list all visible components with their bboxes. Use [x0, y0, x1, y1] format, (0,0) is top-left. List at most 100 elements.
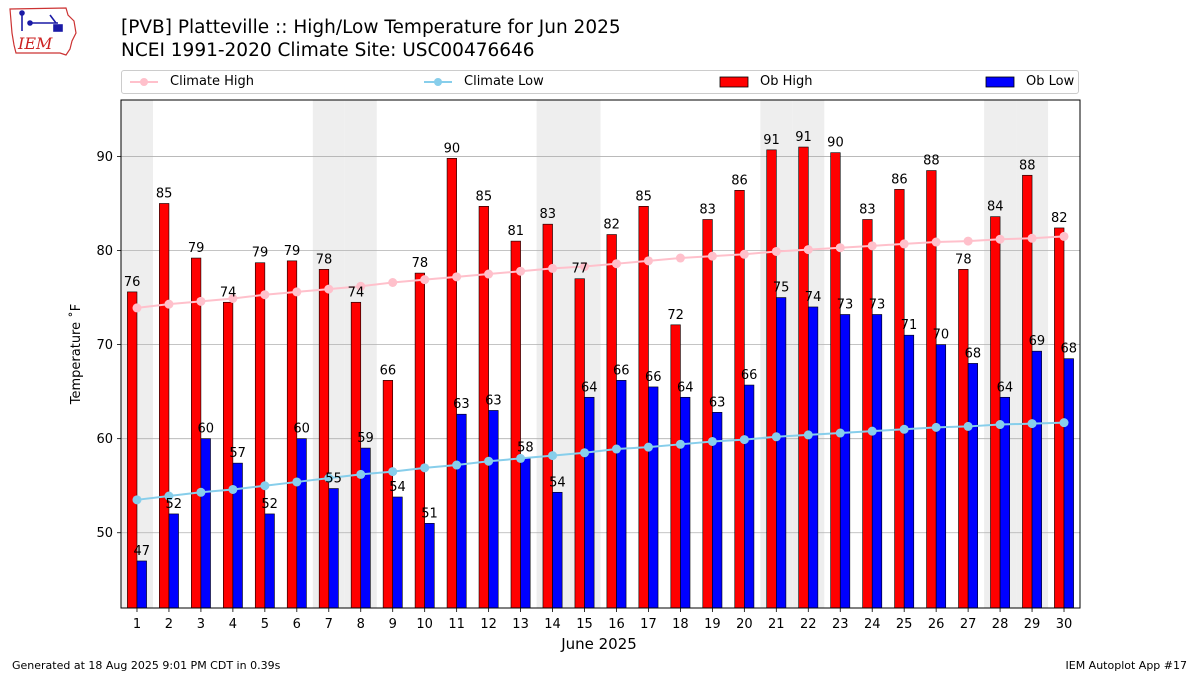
logo-text: IEM: [17, 34, 53, 53]
label-ob-low-2: 52: [165, 497, 182, 512]
y-tick-label-90: 90: [96, 150, 113, 165]
legend-swatch-ob-high-icon: [719, 76, 749, 88]
point-climate-low-5: [260, 481, 270, 491]
axes: 1 2 3 4 5 6 7 8 9 10 11 12 13 14 15 16 17 18 19 20 21 22 23 24 2…: [96, 150, 1072, 632]
label-ob-high-21: 91: [763, 133, 780, 148]
label-ob-low-20: 66: [741, 368, 758, 383]
x-tick-label-12: 12: [480, 617, 497, 632]
bar-value-labels: 76 47 85 52 79 60 74 57 79 52 79 60 78 55 74 59 66 54 78 51…: [124, 130, 1077, 559]
label-ob-high-4: 74: [220, 285, 237, 300]
climate-lines: [132, 231, 1069, 505]
point-climate-high-7: [324, 284, 334, 294]
x-tick-label-21: 21: [768, 617, 785, 632]
bar-ob-low-22: [807, 306, 819, 609]
bar-ob-low-14: [552, 491, 563, 609]
bar-ob-high-5: [254, 262, 266, 609]
bar-ob-high-17: [638, 206, 649, 609]
iem-logo: IEM: [9, 7, 77, 56]
bar-ob-high-2: [159, 203, 170, 609]
label-ob-high-12: 85: [476, 189, 493, 204]
bar-ob-high-19: [702, 219, 713, 609]
bar-ob-low-15: [584, 396, 595, 609]
x-tick-label-28: 28: [992, 617, 1009, 632]
x-tick-label-6: 6: [293, 617, 301, 632]
point-climate-low-11: [452, 460, 462, 470]
label-ob-high-19: 83: [699, 202, 716, 217]
point-climate-low-18: [675, 439, 685, 449]
label-ob-high-9: 66: [380, 363, 397, 378]
x-tick-label-1: 1: [133, 617, 141, 632]
iowa-outline-icon: [9, 7, 77, 56]
bar-ob-low-16: [616, 380, 627, 609]
bar-ob-high-25: [894, 189, 905, 609]
point-climate-low-19: [707, 436, 717, 446]
label-ob-low-19: 63: [709, 395, 726, 410]
point-climate-low-21: [771, 432, 781, 442]
bar-ob-low-7: [328, 488, 339, 609]
point-climate-low-22: [803, 430, 813, 440]
bar-ob-high-21: [766, 149, 777, 609]
bar-ob-high-23: [830, 152, 841, 609]
point-climate-low-1: [132, 495, 142, 505]
bar-ob-low-3: [200, 438, 211, 609]
label-ob-low-9: 54: [389, 480, 406, 495]
bar-ob-high-24: [862, 219, 873, 609]
point-climate-low-29: [1027, 419, 1037, 429]
point-climate-low-15: [580, 448, 590, 458]
legend-label-climate-high: Climate High: [170, 74, 255, 89]
x-tick-label-7: 7: [325, 617, 333, 632]
label-ob-high-5: 79: [252, 246, 269, 261]
bar-ob-high-22: [798, 146, 809, 609]
x-tick-label-20: 20: [736, 617, 753, 632]
x-axis-label: June 2025: [560, 635, 637, 653]
label-ob-low-3: 60: [197, 422, 214, 437]
point-climate-low-12: [484, 456, 494, 466]
label-ob-low-22: 74: [805, 290, 822, 305]
x-tick-label-4: 4: [229, 617, 237, 632]
point-climate-low-6: [292, 477, 302, 487]
x-tick-label-25: 25: [896, 617, 913, 632]
bar-ob-low-11: [456, 413, 467, 609]
point-climate-low-27: [963, 421, 973, 431]
legend-line-climate-low-icon: [424, 78, 452, 86]
label-ob-low-26: 70: [933, 328, 950, 343]
x-tick-label-16: 16: [608, 617, 625, 632]
x-tick-label-23: 23: [832, 617, 849, 632]
bars: [127, 146, 1074, 609]
legend-label-ob-low: Ob Low: [1026, 74, 1075, 89]
x-tick-label-10: 10: [416, 617, 433, 632]
bar-ob-low-27: [967, 363, 979, 609]
label-ob-high-25: 86: [891, 172, 908, 187]
point-climate-high-18: [675, 253, 685, 263]
x-tick-label-19: 19: [704, 617, 721, 632]
bar-ob-low-28: [999, 396, 1010, 609]
plot-frame: [120, 99, 1081, 609]
bar-ob-low-20: [744, 384, 755, 609]
point-climate-low-28: [995, 420, 1005, 430]
label-ob-high-26: 88: [923, 154, 940, 169]
bar-ob-low-9: [392, 496, 403, 609]
weekend-shading: [121, 100, 1049, 608]
label-ob-low-7: 55: [325, 472, 342, 487]
x-tick-label-13: 13: [512, 617, 529, 632]
chart-title: [PVB] Platteville :: High/Low Temperatur…: [121, 17, 621, 38]
y-tick-label-60: 60: [96, 432, 113, 447]
bar-ob-low-21: [776, 297, 787, 609]
point-climate-high-19: [707, 251, 717, 261]
label-ob-low-14: 54: [549, 475, 566, 490]
y-tick-label-70: 70: [96, 338, 113, 353]
bar-ob-high-16: [606, 234, 617, 609]
bar-ob-high-1: [127, 291, 138, 609]
x-tick-label-30: 30: [1056, 617, 1073, 632]
x-tick-label-2: 2: [165, 617, 173, 632]
label-ob-low-5: 52: [261, 497, 278, 512]
point-climate-low-3: [196, 487, 206, 497]
point-climate-high-30: [1059, 231, 1069, 241]
label-ob-low-8: 59: [357, 431, 374, 446]
label-ob-high-29: 88: [1019, 158, 1036, 173]
point-climate-high-27: [963, 236, 973, 246]
bar-ob-low-12: [488, 410, 499, 609]
point-climate-low-17: [643, 442, 653, 452]
bar-ob-high-13: [510, 240, 521, 609]
bar-ob-low-5: [264, 513, 275, 609]
